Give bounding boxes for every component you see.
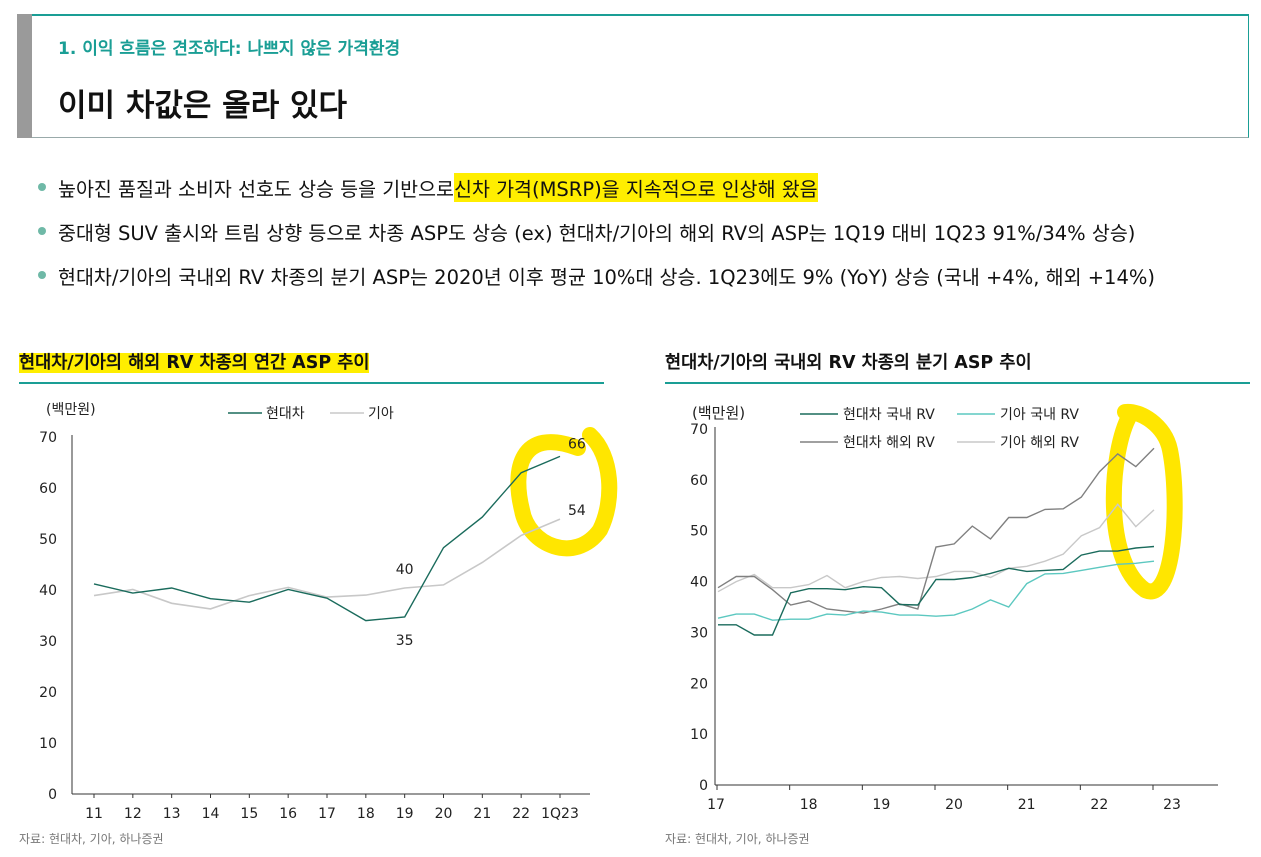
x-tick-label: 21 [1018, 797, 1036, 813]
right-line-chart: (백만원) 0 10 20 30 40 50 60 70 17 18 19 20 21 22 23 현대차 국내… [690, 403, 1218, 813]
x-tick-label: 23 [1163, 797, 1181, 813]
x-tick-label: 22 [512, 806, 530, 822]
series-line-hyundai-domestic [718, 545, 1155, 636]
section-subtitle: 1. 이익 흐름은 견조하다: 나쁘지 않은 가격환경 [58, 39, 401, 59]
x-tick-label: 20 [945, 797, 963, 813]
highlight-circle [510, 427, 618, 557]
right-chart-rule [665, 382, 1250, 384]
y-tick-label: 0 [699, 778, 708, 794]
x-tick-label: 16 [279, 806, 297, 822]
bullet-item: 높아진 품질과 소비자 선호도 상승 등을 기반으로 신차 가격(MSRP)을 … [38, 165, 1155, 209]
y-tick-label: 10 [39, 736, 57, 752]
x-tick-label: 11 [85, 806, 103, 822]
x-tick-label: 15 [240, 806, 258, 822]
data-label: 54 [568, 503, 586, 519]
series-line-kia-domestic [717, 560, 1155, 621]
y-tick-label: 0 [48, 787, 57, 803]
y-tick-label: 40 [39, 583, 57, 599]
x-tick-label: 19 [396, 806, 414, 822]
right-chart-source: 자료: 현대차, 기아, 하나증권 [665, 832, 810, 846]
highlight-circle [1105, 403, 1183, 600]
x-tick-label: 19 [872, 797, 890, 813]
bullet-dot-icon [38, 227, 46, 235]
x-tick-label: 1Q23 [541, 806, 579, 822]
bullet-dot-icon [38, 271, 46, 279]
y-tick-label: 30 [39, 634, 57, 650]
header-accent-bar [17, 14, 32, 138]
right-chart-title: 현대차/기아의 국내외 RV 차종의 분기 ASP 추이 [665, 353, 1032, 373]
y-tick-label: 20 [690, 676, 708, 692]
legend-label: 기아 국내 RV [1000, 407, 1079, 423]
left-chart-source: 자료: 현대차, 기아, 하나증권 [19, 832, 164, 846]
bullet-text: 중대형 SUV 출시와 트림 상향 등으로 차종 ASP도 상승 (ex) 현대… [58, 221, 1136, 245]
series-line-kia [93, 518, 561, 610]
x-tick-label: 20 [435, 806, 453, 822]
legend-label: 현대차 [266, 406, 305, 422]
x-tick-label: 18 [800, 797, 818, 813]
x-tick-label: 17 [318, 806, 336, 822]
bullet-text: 높아진 품질과 소비자 선호도 상승 등을 기반으로 [58, 177, 454, 201]
x-tick-label: 12 [124, 806, 142, 822]
legend-label: 현대차 국내 RV [843, 407, 935, 423]
legend-label: 기아 [368, 406, 394, 422]
legend-label: 현대차 해외 RV [843, 435, 935, 451]
bullet-list: 높아진 품질과 소비자 선호도 상승 등을 기반으로 신차 가격(MSRP)을 … [38, 165, 1155, 297]
series-line-kia-overseas [717, 503, 1155, 593]
bullet-dot-icon [38, 183, 46, 191]
data-label: 40 [396, 562, 414, 578]
y-tick-label: 70 [39, 430, 57, 446]
y-tick-label: 50 [39, 532, 57, 548]
bullet-item: 현대차/기아의 국내외 RV 차종의 분기 ASP는 2020년 이후 평균 1… [38, 253, 1155, 297]
bullet-item: 중대형 SUV 출시와 트림 상향 등으로 차종 ASP도 상승 (ex) 현대… [38, 209, 1155, 253]
left-chart-title-text: 현대차/기아의 해외 RV 차종의 연간 ASP 추이 [19, 353, 370, 373]
y-axis-unit-label: (백만원) [692, 404, 745, 422]
x-tick-label: 14 [202, 806, 220, 822]
x-tick-label: 13 [163, 806, 181, 822]
y-tick-label: 50 [690, 524, 708, 540]
bullet-text: 현대차/기아의 국내외 RV 차종의 분기 ASP는 2020년 이후 평균 1… [58, 265, 1155, 289]
x-tick-label: 21 [473, 806, 491, 822]
series-line-hyundai-overseas [717, 447, 1155, 614]
y-tick-label: 60 [690, 473, 708, 489]
y-tick-label: 40 [690, 575, 708, 591]
x-tick-label: 18 [357, 806, 375, 822]
data-label: 35 [396, 633, 414, 649]
x-tick-label: 17 [707, 797, 725, 813]
page-title: 이미 차값은 올라 있다 [58, 88, 348, 124]
y-tick-label: 30 [690, 625, 708, 641]
y-tick-label: 10 [690, 727, 708, 743]
left-chart-title: 현대차/기아의 해외 RV 차종의 연간 ASP 추이 [19, 349, 370, 374]
data-label: 66 [568, 436, 586, 452]
y-tick-label: 60 [39, 481, 57, 497]
y-tick-label: 20 [39, 685, 57, 701]
y-axis-unit-label: (백만원) [46, 402, 96, 418]
series-line-hyundai [93, 455, 561, 622]
left-chart-rule [19, 382, 604, 384]
bullet-highlight: 신차 가격(MSRP)을 지속적으로 인상해 왔음 [454, 172, 818, 202]
left-line-chart: (백만원) 0 10 20 30 40 50 60 70 11 12 13 14 15 16 17 18 19 20… [39, 402, 618, 822]
y-tick-label: 70 [690, 422, 708, 438]
x-tick-label: 22 [1090, 797, 1108, 813]
legend-label: 기아 해외 RV [1000, 435, 1079, 451]
